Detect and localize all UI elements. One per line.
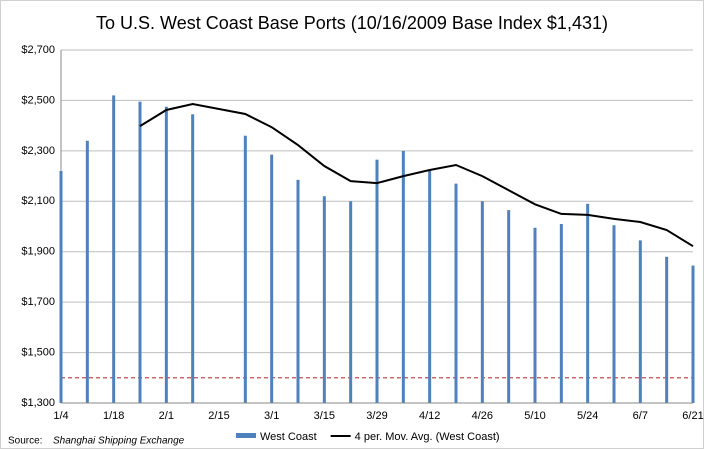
bar <box>164 106 168 403</box>
chart-title: To U.S. West Coast Base Ports (10/16/200… <box>96 13 608 33</box>
bar <box>191 114 195 404</box>
x-tick-label: 6/7 <box>633 410 648 422</box>
bar <box>507 210 511 403</box>
line <box>139 102 694 248</box>
x-tick-label: 3/1 <box>264 410 279 422</box>
x-tick-label: 6/21 <box>682 410 703 422</box>
x-tick-label: 2/15 <box>208 410 229 422</box>
y-tick-label: $1,300 <box>21 397 55 409</box>
bar <box>401 150 405 403</box>
y-tick-label: $2,500 <box>21 94 55 106</box>
bar <box>480 201 484 403</box>
bar <box>533 227 537 403</box>
bar <box>586 203 590 403</box>
y-tick-label: $2,300 <box>21 145 55 157</box>
x-tick-label: 2/1 <box>159 410 174 422</box>
x-tick-label: 5/10 <box>524 410 545 422</box>
source: Shanghai Shipping Exchange <box>53 436 185 447</box>
x-tick-label: 1/4 <box>53 410 68 422</box>
x-tick-label: 3/29 <box>366 410 387 422</box>
x-tick-label: 4/26 <box>472 410 493 422</box>
legend-swatch <box>236 433 256 438</box>
x-tick-label: 1/18 <box>103 410 124 422</box>
bar <box>638 240 642 403</box>
bar <box>375 159 379 403</box>
bar <box>454 183 458 403</box>
bar <box>112 95 116 403</box>
source-label: Source: <box>8 436 42 447</box>
bar <box>665 256 669 403</box>
bar <box>270 154 274 403</box>
bar <box>138 101 142 404</box>
legend-label: 4 per. Mov. Avg. (West Coast) <box>355 431 500 443</box>
x-tick-label: 5/24 <box>577 410 598 422</box>
legend-label: West Coast <box>260 431 317 443</box>
bar <box>322 196 326 403</box>
x-tick-label: 3/15 <box>314 410 335 422</box>
bar <box>428 169 432 403</box>
bar <box>691 265 695 403</box>
y-tick-label: $1,500 <box>21 346 55 358</box>
bar <box>296 179 300 403</box>
bar <box>612 225 616 403</box>
bar <box>349 201 353 403</box>
y-tick-label: $1,900 <box>21 246 55 258</box>
bar <box>243 135 247 403</box>
bar <box>85 140 89 403</box>
x-tick-label: 4/12 <box>419 410 440 422</box>
bar <box>59 171 63 403</box>
y-tick-label: $2,100 <box>21 195 55 207</box>
y-tick-label: $2,700 <box>21 44 55 56</box>
bar <box>559 223 563 403</box>
y-tick-label: $1,700 <box>21 296 55 308</box>
